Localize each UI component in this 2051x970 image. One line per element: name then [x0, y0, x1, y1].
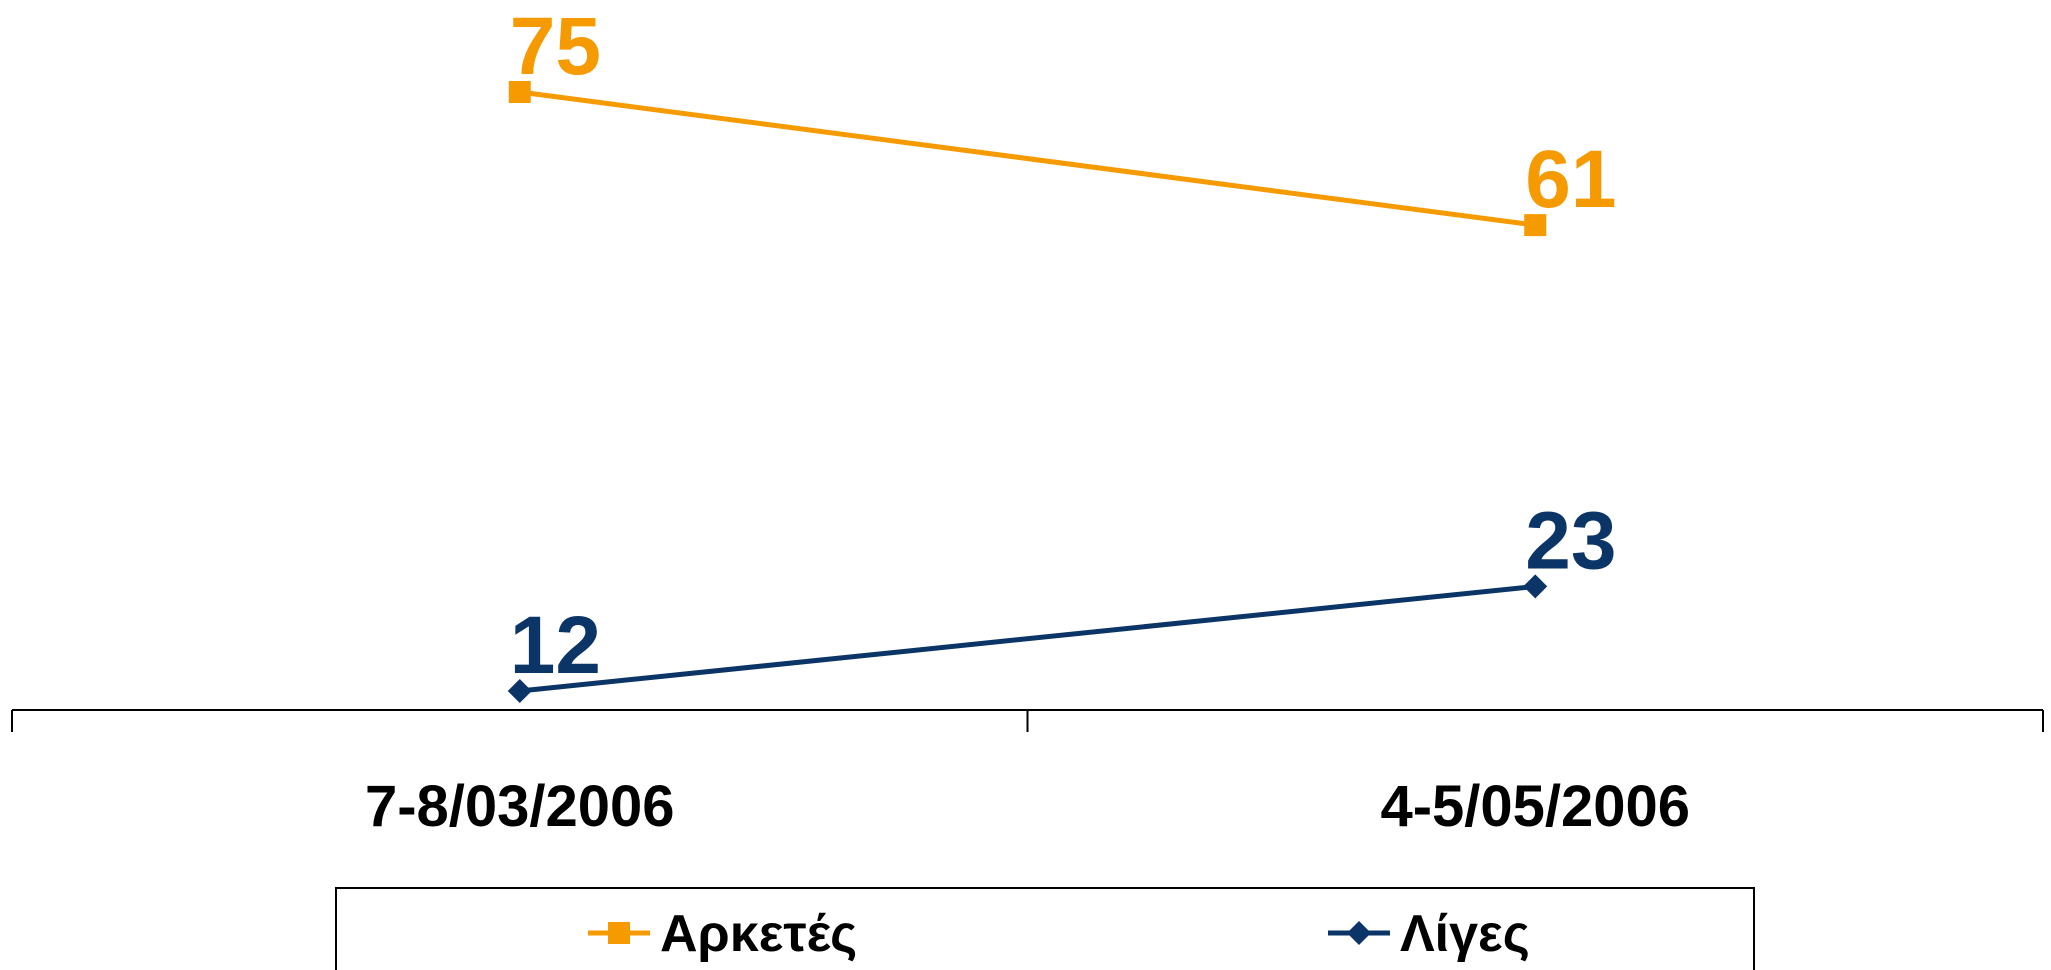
legend-marker — [608, 922, 630, 944]
x-tick-label: 7-8/03/2006 — [365, 774, 675, 839]
legend: Αρκετές Λίγες — [335, 887, 1755, 970]
series-group: 75 61 12 23 — [507, 1, 1616, 703]
data-label: 12 — [510, 600, 601, 691]
data-label: 61 — [1525, 134, 1616, 225]
series-1: 12 23 — [507, 495, 1616, 703]
series-0: 75 61 — [508, 1, 1616, 237]
legend-label: Λίγες — [1400, 905, 1530, 963]
series-line — [519, 583, 1536, 694]
data-point-marker — [1524, 214, 1547, 237]
legend-marker — [1347, 921, 1371, 945]
legend-label: Αρκετές — [660, 905, 857, 963]
data-point-marker — [1523, 574, 1548, 599]
data-point-marker — [507, 679, 532, 703]
x-tick-label: 4-5/05/2006 — [1380, 774, 1690, 839]
data-label: 75 — [510, 1, 601, 92]
x-tick-labels: 7-8/03/2006 4-5/05/2006 — [365, 774, 1690, 839]
data-point-marker — [508, 81, 531, 103]
data-label: 23 — [1525, 495, 1616, 586]
series-line — [519, 89, 1536, 228]
legend-box — [335, 887, 1755, 970]
legend-item-0: Αρκετές — [588, 905, 857, 963]
legend-item-1: Λίγες — [1328, 905, 1530, 963]
x-axis — [11, 709, 2044, 732]
